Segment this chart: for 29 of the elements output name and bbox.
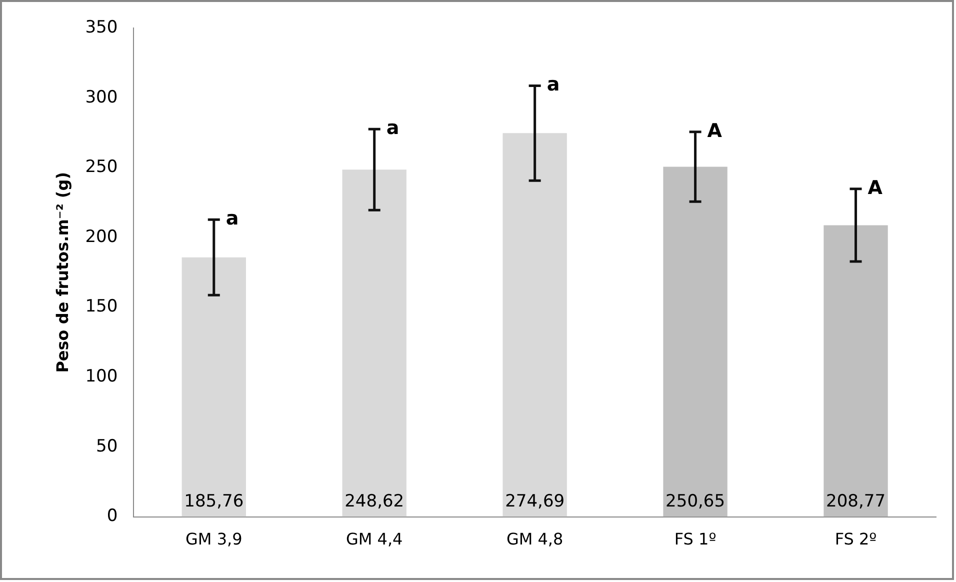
annotation: A [868,176,883,199]
y-axis-title: Peso de frutos.m⁻² (g) [52,172,72,373]
y-tick-label: 100 [85,366,118,387]
y-tick-label: 0 [106,506,118,526]
y-tick-label: 150 [85,296,118,317]
bar [502,133,567,517]
annotation: a [386,117,400,140]
data-label: 274,69 [505,492,565,512]
bar [182,257,246,517]
data-label: 250,65 [666,492,726,512]
annotation: a [546,74,560,96]
y-tick-label: 300 [85,87,118,108]
bar [342,170,406,517]
y-tick-label: 50 [96,436,118,456]
data-label: 185,76 [184,492,244,512]
x-tick-label: FS 2º [834,530,877,549]
annotation: A [707,120,722,142]
y-tick-label: 200 [85,226,118,247]
x-tick-label: GM 3,9 [186,530,242,549]
y-tick-label: 350 [85,17,118,38]
data-label: 208,77 [826,492,886,512]
annotation: a [226,208,239,230]
y-tick-label: 250 [85,157,118,178]
x-tick-label: FS 1º [674,530,716,549]
bar [824,225,888,517]
data-label: 248,62 [344,492,404,512]
x-tick-label: GM 4,8 [506,530,564,549]
x-tick-label: GM 4,4 [346,530,403,549]
bar [663,166,728,517]
